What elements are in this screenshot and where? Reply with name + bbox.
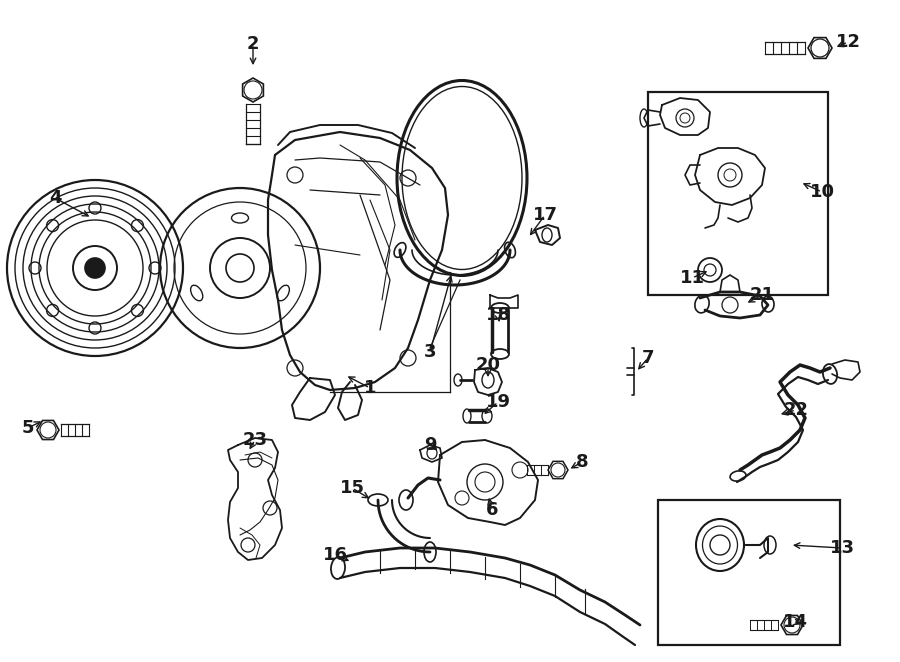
Text: 6: 6 [486, 501, 499, 519]
Bar [648, 92, 828, 295]
Bar [658, 500, 840, 645]
Text: 2: 2 [247, 35, 259, 53]
Text: 16: 16 [322, 546, 347, 564]
Text: 9: 9 [424, 436, 436, 454]
Text: 18: 18 [485, 306, 510, 324]
Text: 19: 19 [485, 393, 510, 411]
Text: 12: 12 [835, 33, 860, 51]
Text: 11: 11 [680, 269, 705, 287]
Text: 4: 4 [49, 189, 61, 207]
Circle shape [85, 258, 105, 278]
Text: 5: 5 [22, 419, 34, 437]
Text: 10: 10 [809, 183, 834, 201]
Text: 21: 21 [750, 286, 775, 304]
Text: 22: 22 [784, 401, 808, 419]
Text: 23: 23 [242, 431, 267, 449]
Text: 13: 13 [830, 539, 854, 557]
Text: 3: 3 [424, 343, 436, 361]
Text: 15: 15 [339, 479, 365, 497]
Text: 20: 20 [475, 356, 500, 374]
Text: 8: 8 [576, 453, 589, 471]
Text: 1: 1 [364, 379, 376, 397]
Text: 14: 14 [782, 613, 807, 631]
Text: 17: 17 [533, 206, 557, 224]
Text: 7: 7 [642, 349, 654, 367]
